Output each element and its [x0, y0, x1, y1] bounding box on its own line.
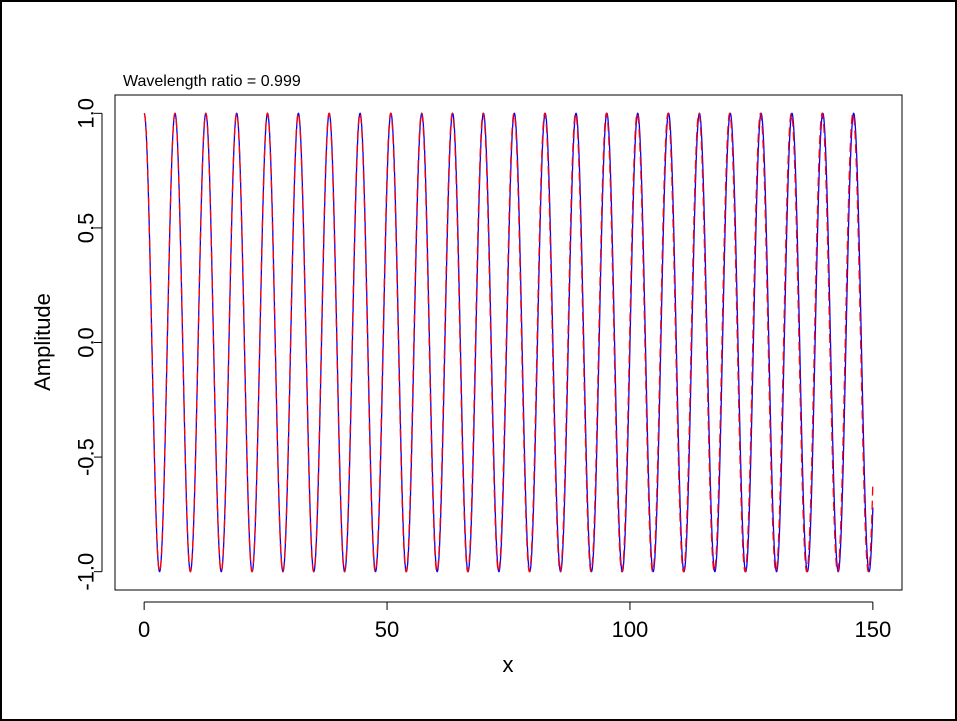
chart-title: Wavelength ratio = 0.999 [123, 73, 301, 90]
x-tick-label: 50 [375, 617, 399, 642]
series-line-2 [143, 112, 874, 573]
series-layer [143, 112, 874, 573]
y-tick-label: 0.0 [74, 327, 99, 358]
y-axis: -1.0 -0.5 0.0 0.5 1.0 [74, 98, 103, 591]
x-tick-label: 0 [138, 617, 150, 642]
y-tick-label: -0.5 [74, 438, 99, 476]
y-axis-title: Amplitude [30, 293, 55, 391]
series-line-1 [143, 112, 874, 573]
x-tick-label: 100 [612, 617, 649, 642]
x-tick-label: 150 [854, 617, 891, 642]
y-tick-label: -1.0 [74, 553, 99, 591]
y-tick-label: 0.5 [74, 213, 99, 244]
plot-area-box [114, 94, 903, 591]
x-axis: 0 50 100 150 [138, 601, 891, 642]
y-tick-label: 1.0 [74, 98, 99, 129]
x-axis-title: x [503, 652, 514, 677]
